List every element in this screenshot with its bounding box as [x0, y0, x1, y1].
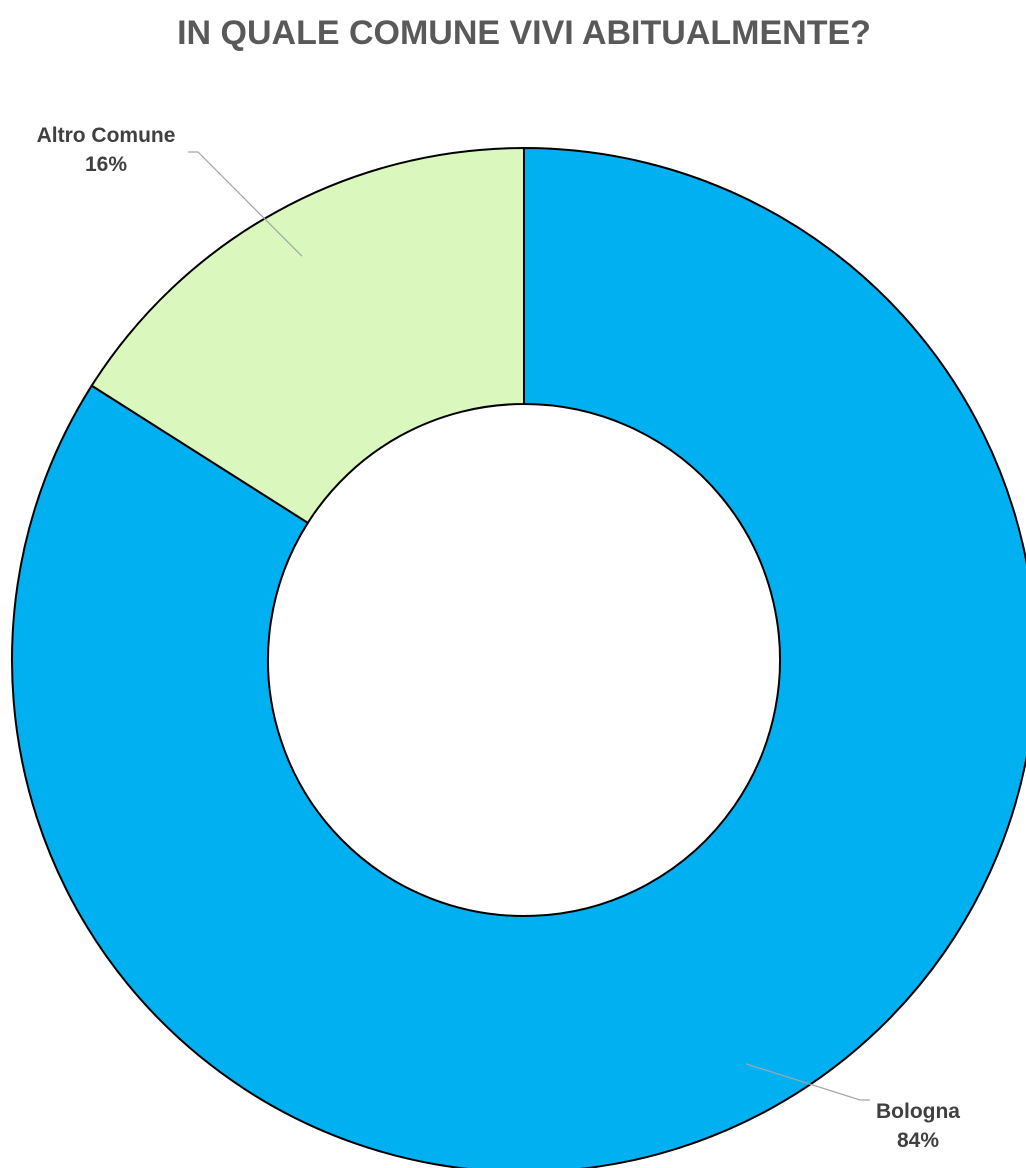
leader-lines — [188, 151, 870, 1101]
chart-title: IN QUALE COMUNE VIVI ABITUALMENTE? — [177, 14, 871, 52]
slices — [11, 146, 1026, 1168]
data-label-category: Altro Comune — [37, 124, 176, 147]
leader-line-bologna — [745, 1063, 870, 1101]
data-label-value: 16% — [85, 153, 127, 176]
data-labels: Bologna 84% Altro Comune 16% — [37, 124, 961, 1152]
data-label-bologna: Bologna 84% — [876, 1100, 960, 1152]
leader-line-altro-comune — [188, 151, 303, 257]
data-label-value: 84% — [897, 1129, 939, 1152]
slice-bologna — [11, 146, 1026, 1168]
data-label-category: Bologna — [876, 1100, 960, 1123]
slice-altro-comune — [90, 146, 525, 525]
data-label-altro-comune: Altro Comune 16% — [37, 124, 176, 176]
